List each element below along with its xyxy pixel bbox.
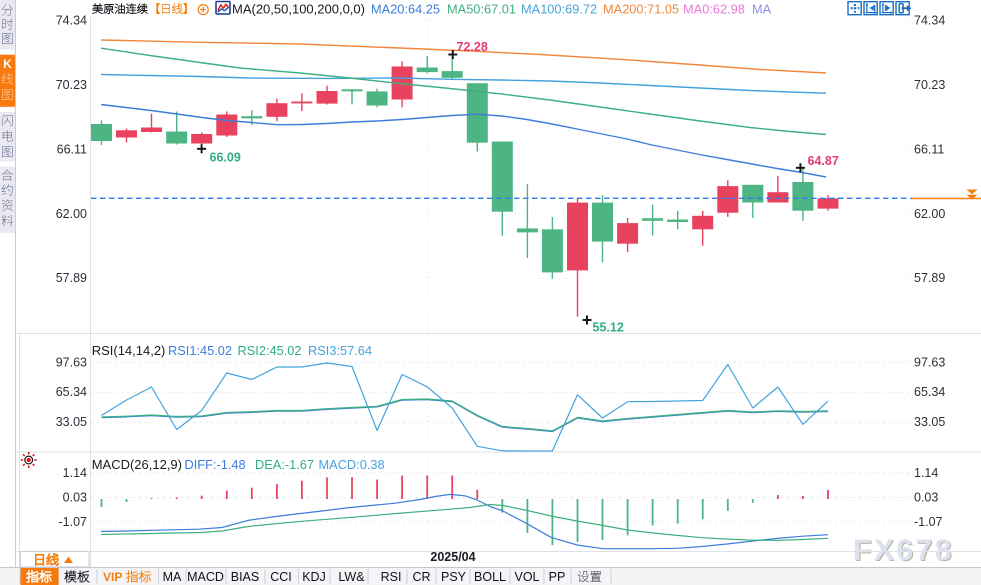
svg-text:K: K <box>3 57 12 71</box>
svg-text:70.23: 70.23 <box>56 78 87 92</box>
svg-text:MA: MA <box>752 1 772 16</box>
svg-text:MA(20,50,100,200,0,0): MA(20,50,100,200,0,0) <box>232 1 365 16</box>
svg-text:CR: CR <box>412 570 430 584</box>
svg-text:33.05: 33.05 <box>56 415 87 429</box>
svg-text:RSI2:45.02: RSI2:45.02 <box>238 343 302 358</box>
svg-text:RSI(14,14,2): RSI(14,14,2) <box>92 343 166 358</box>
svg-text:DEA:-1.67: DEA:-1.67 <box>255 457 314 472</box>
svg-text:33.05: 33.05 <box>914 415 945 429</box>
svg-text:62.00: 62.00 <box>914 207 945 221</box>
svg-text:PP: PP <box>549 570 566 584</box>
svg-text:70.23: 70.23 <box>914 78 945 92</box>
svg-text:97.63: 97.63 <box>56 355 87 369</box>
svg-text:65.34: 65.34 <box>56 385 87 399</box>
svg-text:LW&: LW& <box>338 570 365 584</box>
svg-text:MA20:64.25: MA20:64.25 <box>371 1 440 16</box>
svg-text:-1.07: -1.07 <box>59 515 88 529</box>
svg-text:MACD(26,12,9): MACD(26,12,9) <box>92 457 182 472</box>
svg-text:97.63: 97.63 <box>914 355 945 369</box>
svg-text:MA0:62.98: MA0:62.98 <box>683 1 745 16</box>
svg-text:74.34: 74.34 <box>914 14 945 28</box>
svg-text:55.12: 55.12 <box>593 321 624 335</box>
svg-text:72.28: 72.28 <box>457 40 488 54</box>
svg-text:MA100:69.72: MA100:69.72 <box>521 1 597 16</box>
svg-text:66.11: 66.11 <box>914 142 944 156</box>
svg-text:CCI: CCI <box>270 570 292 584</box>
svg-text:BIAS: BIAS <box>231 570 260 584</box>
svg-text:1.14: 1.14 <box>63 466 87 480</box>
svg-text:RSI: RSI <box>381 570 402 584</box>
svg-text:RSI3:57.64: RSI3:57.64 <box>308 343 372 358</box>
svg-text:65.34: 65.34 <box>914 385 945 399</box>
svg-text:-1.07: -1.07 <box>914 515 943 529</box>
svg-text:BOLL: BOLL <box>474 570 506 584</box>
svg-text:66.11: 66.11 <box>57 142 87 156</box>
svg-text:0.03: 0.03 <box>63 491 87 505</box>
svg-text:MA: MA <box>163 570 182 584</box>
svg-text:1.14: 1.14 <box>914 466 938 480</box>
svg-text:57.89: 57.89 <box>56 271 87 285</box>
svg-text:KDJ: KDJ <box>302 570 326 584</box>
svg-text:MACD:0.38: MACD:0.38 <box>319 457 385 472</box>
svg-text:64.87: 64.87 <box>808 154 839 168</box>
svg-text:RSI1:45.02: RSI1:45.02 <box>168 343 232 358</box>
svg-text:2025/04: 2025/04 <box>430 550 475 564</box>
svg-text:MACD: MACD <box>187 570 224 584</box>
svg-text:74.34: 74.34 <box>56 14 87 28</box>
svg-text:VOL: VOL <box>514 570 539 584</box>
svg-text:MA200:71.05: MA200:71.05 <box>603 1 679 16</box>
svg-text:DIFF:-1.48: DIFF:-1.48 <box>185 457 246 472</box>
svg-text:MA50:67.01: MA50:67.01 <box>447 1 516 16</box>
svg-text:66.09: 66.09 <box>210 151 241 165</box>
svg-text:62.00: 62.00 <box>56 207 87 221</box>
svg-text:57.89: 57.89 <box>914 271 945 285</box>
svg-text:0.03: 0.03 <box>914 491 938 505</box>
svg-text:PSY: PSY <box>441 570 467 584</box>
svg-text:FX678: FX678 <box>853 534 954 567</box>
svg-text:VIP: VIP <box>103 570 122 584</box>
